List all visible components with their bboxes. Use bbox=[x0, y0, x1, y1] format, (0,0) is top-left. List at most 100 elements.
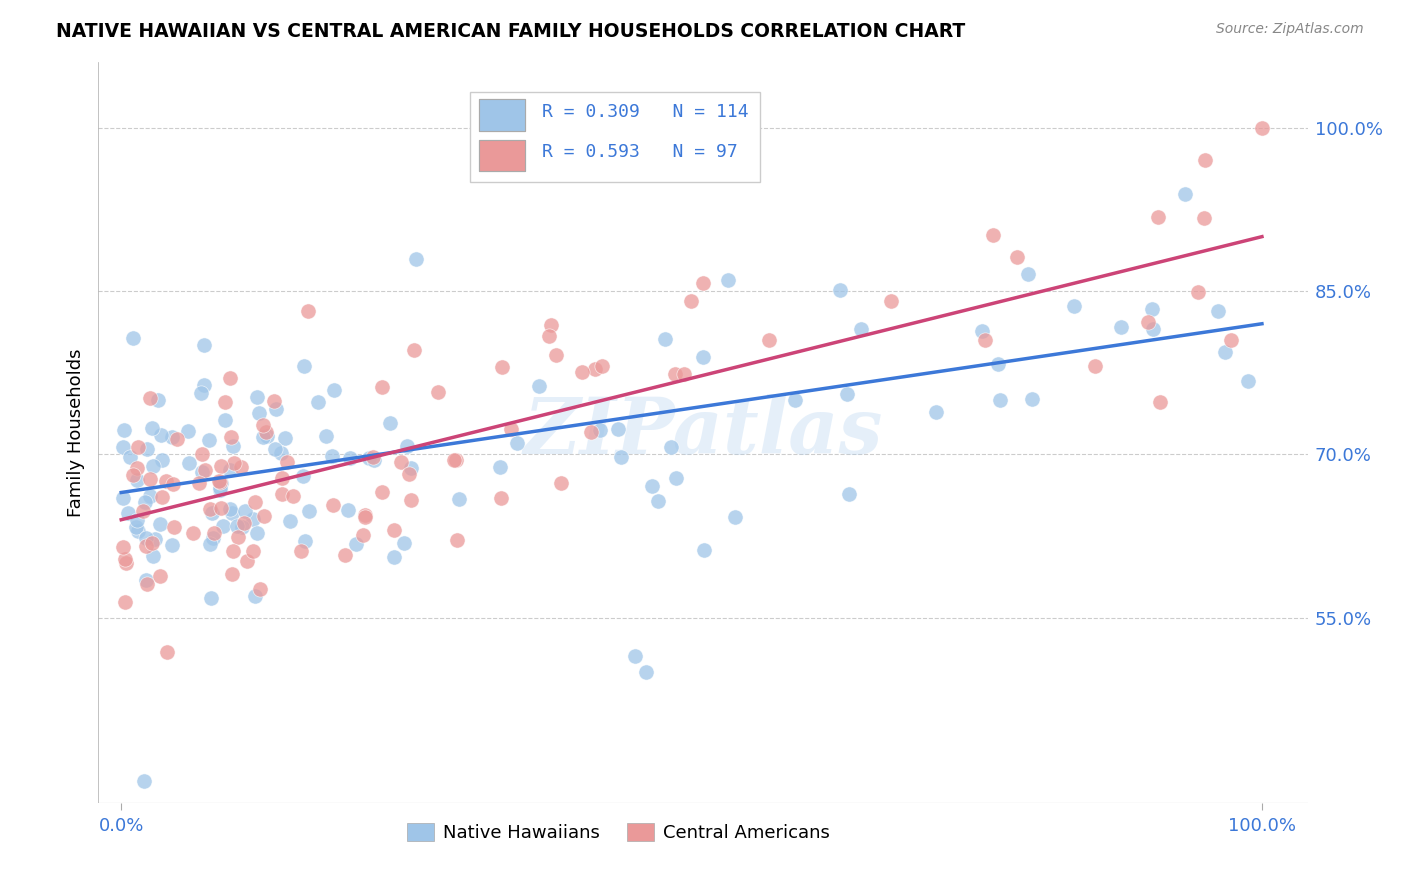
Point bbox=[190, 447, 212, 461]
Point bbox=[200, 591, 222, 605]
Point bbox=[149, 569, 172, 583]
Point bbox=[1137, 315, 1160, 329]
Point bbox=[363, 453, 385, 467]
Point bbox=[193, 463, 215, 477]
Point bbox=[190, 385, 212, 400]
Point bbox=[148, 392, 170, 407]
Point bbox=[382, 523, 405, 537]
Point bbox=[540, 318, 562, 332]
Point bbox=[132, 503, 155, 517]
Point bbox=[499, 422, 522, 436]
Point bbox=[225, 519, 247, 533]
Point bbox=[1063, 299, 1085, 313]
Point bbox=[692, 351, 714, 365]
Point bbox=[426, 385, 449, 400]
Point bbox=[231, 520, 253, 534]
Point bbox=[589, 423, 612, 437]
Point bbox=[339, 451, 361, 466]
Point bbox=[321, 449, 343, 463]
Point bbox=[446, 533, 468, 547]
Point bbox=[783, 392, 806, 407]
Point bbox=[187, 475, 209, 490]
Point bbox=[207, 474, 229, 488]
Point bbox=[322, 498, 344, 512]
Point bbox=[134, 495, 156, 509]
Point bbox=[354, 509, 377, 524]
Point bbox=[243, 589, 266, 603]
Point bbox=[292, 359, 315, 373]
Point bbox=[981, 228, 1004, 243]
Point bbox=[246, 390, 269, 404]
Point bbox=[392, 535, 415, 549]
Point bbox=[149, 428, 172, 442]
Point bbox=[634, 665, 657, 680]
Point bbox=[1194, 153, 1216, 168]
Point bbox=[252, 430, 274, 444]
Point bbox=[111, 491, 134, 505]
Point bbox=[149, 517, 172, 532]
Point bbox=[447, 491, 470, 506]
Point bbox=[344, 537, 367, 551]
Point bbox=[208, 483, 231, 497]
Point bbox=[1219, 333, 1241, 347]
Point bbox=[200, 506, 222, 520]
Point bbox=[139, 472, 162, 486]
Point bbox=[659, 441, 682, 455]
Point bbox=[219, 371, 242, 385]
Point bbox=[125, 520, 148, 534]
Point bbox=[254, 425, 277, 439]
Point bbox=[384, 550, 406, 565]
Point bbox=[692, 543, 714, 558]
Point bbox=[266, 401, 288, 416]
Point bbox=[665, 471, 688, 485]
Point bbox=[544, 348, 567, 362]
Point bbox=[654, 331, 676, 345]
Point bbox=[214, 395, 236, 409]
Point bbox=[208, 482, 231, 496]
Point bbox=[274, 431, 297, 445]
Point bbox=[399, 461, 422, 475]
Point bbox=[371, 484, 394, 499]
Point bbox=[1236, 374, 1258, 388]
Point bbox=[160, 430, 183, 444]
Point bbox=[198, 501, 221, 516]
Point bbox=[136, 577, 159, 591]
Point bbox=[150, 452, 173, 467]
Point bbox=[353, 508, 375, 523]
Point bbox=[219, 463, 242, 477]
Point bbox=[389, 455, 412, 469]
Point bbox=[202, 526, 225, 541]
Point bbox=[183, 525, 205, 540]
Point bbox=[236, 554, 259, 568]
Point bbox=[591, 359, 613, 373]
Point bbox=[224, 456, 246, 470]
Point bbox=[132, 774, 155, 789]
Point bbox=[125, 461, 148, 475]
Point bbox=[337, 503, 360, 517]
Point bbox=[152, 491, 174, 505]
Point bbox=[198, 536, 221, 550]
Point bbox=[405, 252, 427, 267]
Point bbox=[127, 473, 149, 487]
Legend: Native Hawaiians, Central Americans: Native Hawaiians, Central Americans bbox=[399, 815, 837, 849]
FancyBboxPatch shape bbox=[479, 140, 524, 171]
Point bbox=[271, 470, 294, 484]
Point bbox=[263, 442, 285, 457]
Point bbox=[142, 458, 165, 473]
Point bbox=[1109, 320, 1132, 334]
Point bbox=[925, 404, 948, 418]
Point bbox=[276, 455, 298, 469]
Point bbox=[139, 391, 162, 405]
Point bbox=[527, 379, 550, 393]
Point bbox=[322, 384, 344, 398]
Point bbox=[1021, 392, 1043, 407]
Point bbox=[673, 367, 696, 381]
Point bbox=[352, 527, 374, 541]
Point bbox=[263, 393, 285, 408]
Point bbox=[117, 506, 139, 520]
FancyBboxPatch shape bbox=[479, 99, 524, 130]
Point bbox=[1149, 395, 1171, 409]
Point bbox=[209, 500, 232, 515]
Point bbox=[849, 322, 872, 336]
Point bbox=[249, 582, 271, 596]
